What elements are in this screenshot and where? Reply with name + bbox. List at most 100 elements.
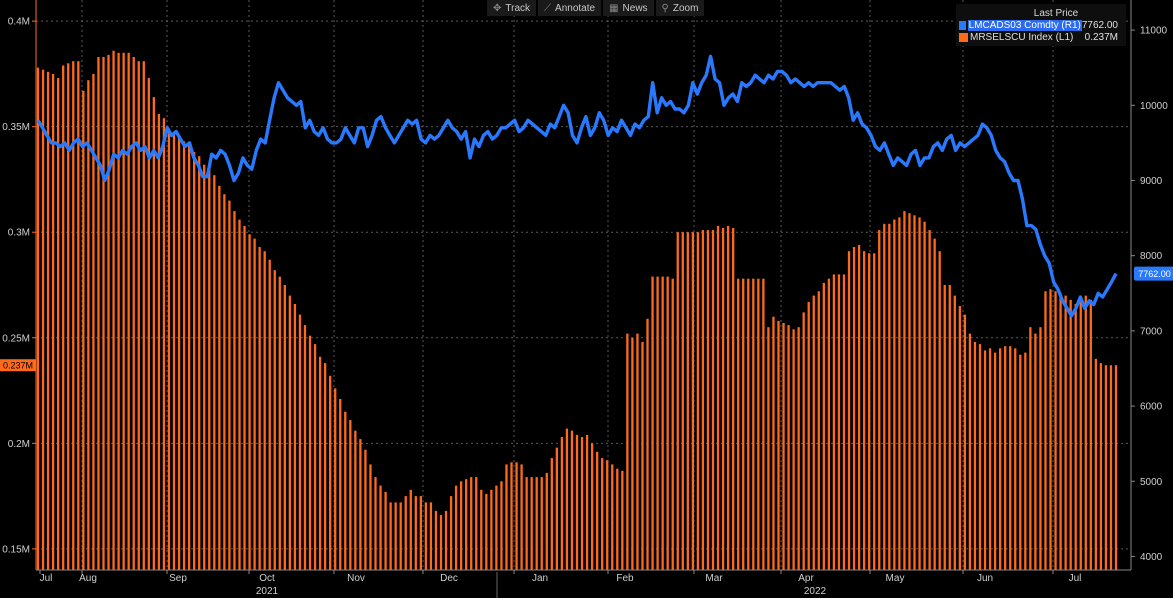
- bar[interactable]: [233, 211, 236, 570]
- bar[interactable]: [711, 230, 715, 570]
- bar[interactable]: [963, 314, 967, 570]
- bar[interactable]: [323, 363, 327, 570]
- bar[interactable]: [696, 232, 700, 570]
- bar[interactable]: [92, 73, 95, 571]
- bar[interactable]: [671, 278, 674, 570]
- bar[interactable]: [883, 223, 886, 571]
- bar[interactable]: [792, 329, 795, 570]
- legend-item-copper[interactable]: LMCADS03 Comdty (R1) 7762.00: [959, 19, 1126, 31]
- bar[interactable]: [968, 333, 972, 570]
- bar[interactable]: [822, 282, 825, 570]
- bar[interactable]: [449, 496, 453, 570]
- bar[interactable]: [1089, 299, 1092, 570]
- bar[interactable]: [585, 434, 589, 570]
- bar[interactable]: [857, 244, 861, 570]
- bar[interactable]: [354, 430, 357, 570]
- bar[interactable]: [283, 285, 286, 570]
- bar[interactable]: [782, 323, 785, 570]
- bar[interactable]: [938, 251, 941, 570]
- bar[interactable]: [847, 251, 851, 570]
- bar[interactable]: [454, 485, 458, 570]
- bar[interactable]: [1074, 304, 1077, 570]
- bar[interactable]: [842, 274, 846, 570]
- bar[interactable]: [329, 375, 332, 570]
- bar[interactable]: [470, 477, 473, 570]
- bar[interactable]: [807, 301, 810, 570]
- bar[interactable]: [933, 238, 936, 570]
- bar[interactable]: [268, 259, 271, 570]
- bar[interactable]: [228, 200, 231, 570]
- bar[interactable]: [802, 312, 805, 570]
- bar[interactable]: [1004, 346, 1007, 570]
- news-button[interactable]: ▦ News: [603, 0, 654, 16]
- bar[interactable]: [661, 276, 664, 570]
- bar[interactable]: [263, 251, 266, 570]
- bar[interactable]: [182, 141, 186, 570]
- bar[interactable]: [772, 316, 775, 570]
- bar[interactable]: [747, 278, 750, 570]
- bar[interactable]: [112, 50, 115, 570]
- bar[interactable]: [757, 278, 760, 570]
- bar[interactable]: [726, 225, 730, 570]
- bar[interactable]: [364, 449, 367, 570]
- zoom-button[interactable]: ⚲ Zoom: [655, 0, 705, 16]
- bar[interactable]: [399, 502, 402, 570]
- bar[interactable]: [439, 515, 443, 570]
- bar[interactable]: [1084, 295, 1087, 570]
- bar[interactable]: [530, 477, 533, 570]
- bar[interactable]: [480, 489, 483, 570]
- bar[interactable]: [575, 434, 579, 570]
- bar[interactable]: [51, 73, 55, 571]
- bar[interactable]: [681, 232, 684, 570]
- bar[interactable]: [318, 356, 322, 570]
- bar[interactable]: [374, 477, 377, 570]
- bar[interactable]: [198, 156, 201, 570]
- bar[interactable]: [490, 489, 493, 570]
- bar[interactable]: [152, 97, 156, 570]
- bar[interactable]: [998, 348, 1002, 570]
- bar[interactable]: [459, 481, 463, 570]
- bar[interactable]: [988, 348, 992, 570]
- bar[interactable]: [339, 399, 342, 570]
- bar[interactable]: [369, 464, 372, 570]
- bar[interactable]: [1039, 327, 1042, 570]
- bar[interactable]: [147, 78, 150, 570]
- bar[interactable]: [737, 278, 740, 570]
- bar[interactable]: [248, 234, 251, 571]
- bar[interactable]: [777, 320, 780, 570]
- bar[interactable]: [213, 175, 216, 570]
- bar[interactable]: [424, 502, 428, 570]
- bar[interactable]: [107, 54, 110, 570]
- bar[interactable]: [258, 247, 261, 570]
- bar[interactable]: [57, 78, 60, 570]
- bar[interactable]: [1114, 365, 1118, 570]
- bar[interactable]: [475, 477, 478, 570]
- bar[interactable]: [1079, 297, 1082, 570]
- bar[interactable]: [1014, 348, 1017, 570]
- bar[interactable]: [177, 137, 181, 570]
- bar[interactable]: [1064, 295, 1067, 570]
- bar[interactable]: [313, 344, 317, 570]
- bar[interactable]: [162, 118, 166, 570]
- bar[interactable]: [1069, 299, 1072, 570]
- bar[interactable]: [82, 90, 85, 571]
- bar[interactable]: [1049, 289, 1052, 570]
- bar[interactable]: [953, 295, 956, 570]
- bar[interactable]: [797, 327, 800, 570]
- bar[interactable]: [540, 477, 543, 570]
- bar[interactable]: [1044, 291, 1047, 570]
- bar[interactable]: [1034, 333, 1037, 570]
- bar[interactable]: [560, 437, 564, 570]
- bar[interactable]: [918, 217, 921, 570]
- bar[interactable]: [434, 510, 438, 570]
- bar[interactable]: [676, 232, 679, 570]
- bar[interactable]: [1104, 365, 1108, 570]
- bar[interactable]: [1094, 358, 1097, 570]
- bar[interactable]: [505, 464, 508, 570]
- bar[interactable]: [278, 276, 281, 570]
- bar[interactable]: [495, 485, 498, 570]
- bar[interactable]: [238, 219, 241, 570]
- bar[interactable]: [716, 225, 720, 570]
- bar[interactable]: [293, 304, 297, 570]
- bar[interactable]: [686, 232, 689, 570]
